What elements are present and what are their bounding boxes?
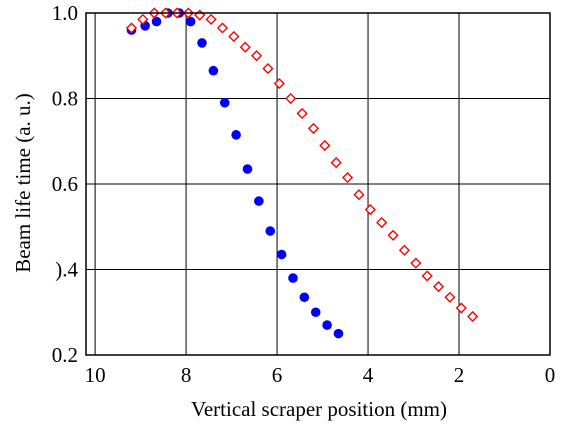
series-2 [125,7,479,323]
data-point-circle [197,38,207,48]
data-point-diamond [194,9,206,21]
grid-lines [86,13,550,355]
data-point-circle [310,307,321,318]
series-1 [126,8,344,339]
x-tick-label: 10 [85,363,106,387]
data-point-diamond [410,257,422,269]
data-point-circle [151,16,162,27]
data-point-diamond [228,30,240,43]
data-point-diamond [353,189,365,201]
data-point-diamond [296,107,308,120]
data-point-diamond [137,13,149,26]
x-tick-label: 8 [181,363,192,387]
x-tick-label: 0 [545,363,556,387]
x-axis-label: Vertical scraper position (mm) [191,397,447,421]
data-point-diamond [398,244,411,256]
data-point-diamond [205,13,217,26]
data-point-diamond [341,171,354,184]
x-tick-label: 6 [272,363,283,387]
data-point-diamond [364,204,376,216]
data-point-circle [231,130,241,140]
y-tick-label: 1.0 [52,1,78,25]
y-tick-label: 0.8 [52,87,78,111]
data-point-diamond [330,157,342,169]
data-point-circle [322,320,332,330]
y-tick-label: ).4 [55,258,78,282]
data-point-circle [185,16,196,27]
tick-labels: 10 8 6 4 2 0 0.2 ).4 0.6 0.8 1.0 [52,1,556,387]
data-point-circle [276,249,287,260]
data-point-diamond [387,229,399,241]
data-point-diamond [455,302,467,314]
y-tick-label: 0.6 [52,172,78,196]
data-point-circle [254,196,264,206]
y-axis-label: Beam life time (a. u.) [11,93,35,273]
data-point-circle [333,328,344,339]
data-point-circle [242,164,253,174]
data-point-diamond [273,77,285,90]
data-point-diamond [376,216,388,229]
x-tick-label: 4 [363,363,374,387]
data-point-diamond [421,270,433,282]
data-point-diamond [307,122,320,135]
data-point-diamond [250,50,263,62]
data-point-diamond [262,62,274,75]
data-point-circle [299,292,310,303]
data-point-diamond [432,281,445,293]
data-point-diamond [216,22,229,34]
data-point-diamond [239,41,251,53]
data-point-diamond [319,139,331,152]
data-point-diamond [285,92,297,105]
x-tick-label: 2 [454,363,465,387]
data-series [125,7,479,339]
y-tick-label: 0.2 [52,343,78,367]
data-point-diamond [467,310,479,323]
data-point-circle [265,226,276,236]
data-point-diamond [444,291,456,303]
data-point-diamond [125,22,138,34]
data-point-circle [219,97,230,108]
data-point-circle [288,273,298,283]
plot-frame [85,12,551,356]
data-point-circle [208,65,219,76]
